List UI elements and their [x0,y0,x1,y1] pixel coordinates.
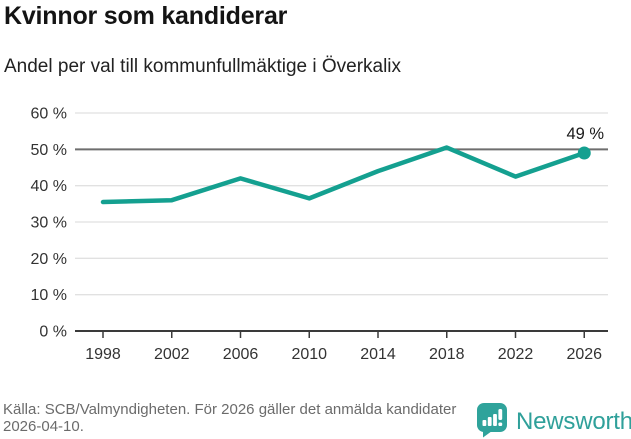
y-tick-label: 20 % [31,251,67,268]
x-tick-label: 2002 [154,346,190,363]
x-tick-label: 2010 [291,346,327,363]
x-tick-label: 2014 [360,346,396,363]
x-tick-label: 2018 [429,346,465,363]
brand-wordmark: Newsworthy [516,408,631,435]
chart-subtitle: Andel per val till kommunfullmäktige i Ö… [4,56,402,77]
x-tick-label: 2006 [223,346,259,363]
y-tick-label: 60 % [31,106,67,123]
end-value-label: 49 % [566,125,604,143]
data-line [100,145,587,205]
line-chart: 0 % 10 % 20 % 30 % 40 % 50 % 60 % 1998 2002 2006 2… [31,106,608,363]
y-tick-label: 40 % [31,178,67,195]
end-point-marker [577,146,591,160]
x-tick-label: 2022 [498,346,534,363]
newsworthy-brand: Newsworthy [476,402,631,438]
page-title: Kvinnor som kandiderar [4,2,288,30]
newsworthy-logo-icon [477,403,507,438]
x-tick-label: 2026 [566,346,602,363]
y-tick-label: 30 % [31,215,67,232]
source-note: Källa: SCB/Valmyndigheten. För 2026 gäll… [3,401,457,435]
y-tick-label: 0 % [39,324,67,341]
y-tick-label: 50 % [31,142,67,159]
x-tick-label: 1998 [85,346,121,363]
y-tick-label: 10 % [31,287,67,304]
